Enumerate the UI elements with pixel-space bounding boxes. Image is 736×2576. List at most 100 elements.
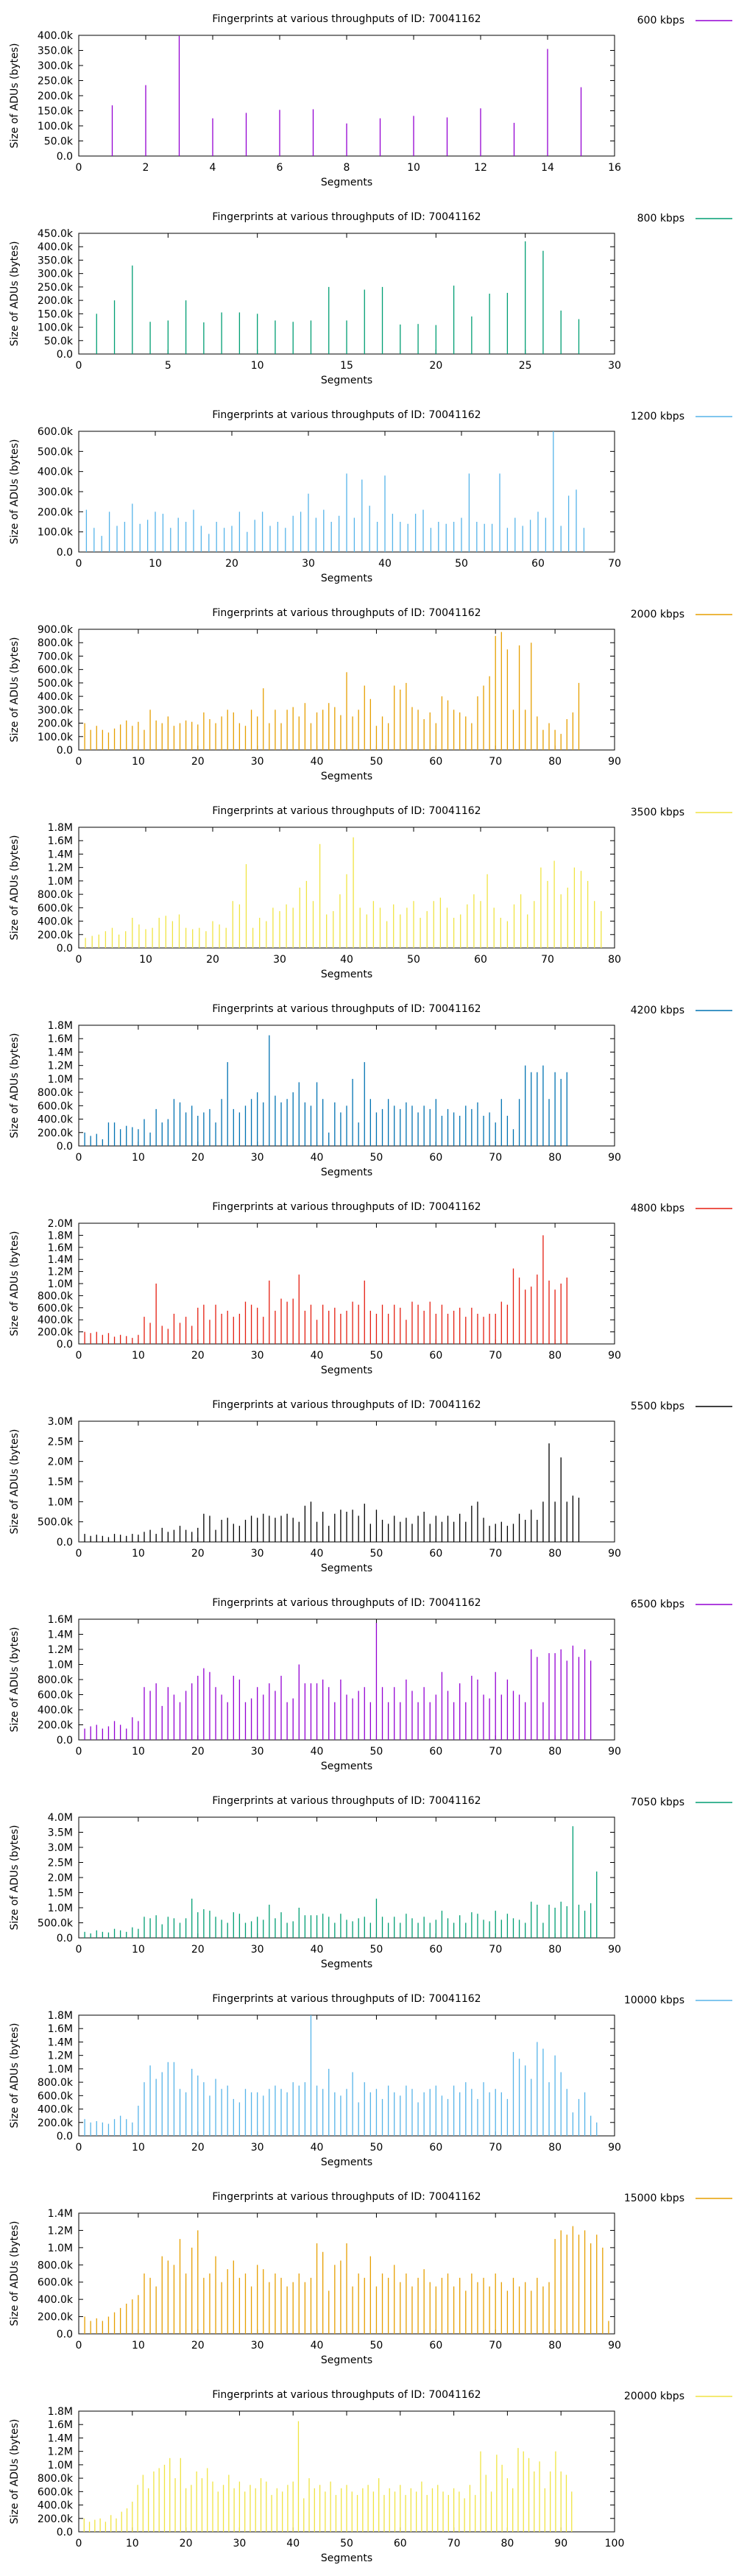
- x-tick-label: 90: [608, 756, 621, 768]
- y-tick-label: 400.0k: [38, 467, 74, 478]
- x-tick-label: 40: [311, 1152, 324, 1164]
- x-tick-label: 80: [548, 756, 562, 768]
- x-tick-label: 10: [251, 360, 264, 372]
- x-tick-label: 10: [132, 2142, 145, 2154]
- plot-frame: [78, 1816, 615, 1939]
- y-tick-label: 100.0k: [38, 322, 74, 334]
- y-tick-label: 200.0k: [38, 930, 74, 941]
- y-tick-label: 800.0k: [38, 2260, 74, 2271]
- y-tick-label: 600.0k: [38, 426, 74, 438]
- x-tick-label: 20: [191, 756, 205, 768]
- y-axis-label: Size of ADUs (bytes): [9, 2023, 21, 2129]
- y-tick-label: 400.0k: [38, 241, 74, 253]
- chart-title: Fingerprints at various throughputs of I…: [212, 13, 481, 25]
- x-tick-label: 60: [429, 2142, 442, 2154]
- y-tick-label: 0.0: [57, 1537, 73, 1549]
- y-tick-label: 200.0k: [38, 718, 74, 730]
- chart-title: Fingerprints at various throughputs of I…: [212, 1399, 481, 1411]
- y-tick-label: 600.0k: [38, 1100, 74, 1112]
- y-tick-label: 700.0k: [38, 651, 74, 662]
- y-tick-label: 500.0k: [38, 678, 74, 690]
- x-tick-label: 80: [548, 2142, 562, 2154]
- chart-title: Fingerprints at various throughputs of I…: [212, 2191, 481, 2203]
- x-tick-label: 50: [370, 756, 383, 768]
- y-tick-label: 200.0k: [38, 506, 74, 518]
- x-tick-label: 10: [139, 954, 152, 966]
- x-tick-label: 30: [251, 1944, 264, 1956]
- x-axis-label: Segments: [321, 969, 372, 980]
- y-tick-label: 900.0k: [38, 624, 74, 636]
- x-tick-label: 90: [608, 1548, 621, 1560]
- y-tick-label: 1.0M: [48, 1278, 73, 1290]
- x-tick-label: 60: [429, 2340, 442, 2352]
- x-tick-label: 70: [489, 1152, 502, 1164]
- y-tick-label: 2.0M: [48, 1872, 73, 1884]
- y-tick-label: 0.0: [57, 1141, 73, 1153]
- legend-label: 4800 kbps: [631, 1203, 684, 1214]
- y-tick-label: 200.0k: [38, 2312, 74, 2324]
- x-tick-label: 60: [429, 1944, 442, 1956]
- legend-label: 20000 kbps: [624, 2391, 684, 2402]
- x-tick-label: 10: [149, 558, 162, 570]
- y-axis-label: Size of ADUs (bytes): [9, 1429, 21, 1535]
- x-tick-label: 10: [132, 1746, 145, 1758]
- chart-title: Fingerprints at various throughputs of I…: [212, 211, 481, 223]
- y-axis-label: Size of ADUs (bytes): [9, 1033, 21, 1139]
- x-tick-label: 0: [76, 558, 82, 570]
- y-tick-label: 500.0k: [38, 1918, 74, 1930]
- x-tick-label: 40: [378, 558, 392, 570]
- x-tick-label: 70: [541, 954, 554, 966]
- chart-6: Fingerprints at various throughputs of I…: [9, 1201, 732, 1376]
- chart-12: Fingerprints at various throughputs of I…: [9, 2389, 732, 2564]
- y-axis-label: Size of ADUs (bytes): [9, 241, 21, 347]
- x-tick-label: 80: [548, 1350, 562, 1362]
- x-axis-label: Segments: [321, 1563, 372, 1574]
- y-tick-label: 250.0k: [38, 76, 74, 88]
- y-tick-label: 2.5M: [48, 1436, 73, 1448]
- x-tick-label: 80: [548, 1152, 562, 1164]
- x-tick-label: 90: [608, 1350, 621, 1362]
- y-tick-label: 1.0M: [48, 2243, 73, 2254]
- x-tick-label: 40: [311, 1746, 324, 1758]
- y-axis-label: Size of ADUs (bytes): [9, 43, 21, 149]
- y-tick-label: 1.6M: [48, 1033, 73, 1045]
- x-tick-label: 10: [132, 1944, 145, 1956]
- y-axis-label: Size of ADUs (bytes): [9, 1627, 21, 1733]
- x-tick-label: 50: [407, 954, 420, 966]
- y-tick-label: 600.0k: [38, 1303, 74, 1314]
- y-axis-label: Size of ADUs (bytes): [9, 1825, 21, 1931]
- x-tick-label: 0: [76, 1152, 82, 1164]
- y-tick-label: 100.0k: [38, 732, 74, 743]
- x-tick-label: 10: [132, 756, 145, 768]
- y-tick-label: 0.0: [57, 1735, 73, 1747]
- y-tick-label: 1.0M: [48, 1903, 73, 1914]
- x-tick-label: 40: [311, 1944, 324, 1956]
- x-tick-label: 60: [429, 1350, 442, 1362]
- x-tick-label: 90: [608, 1746, 621, 1758]
- y-tick-label: 1.5M: [48, 1476, 73, 1488]
- x-tick-label: 10: [132, 1548, 145, 1560]
- y-tick-label: 1.0M: [48, 1660, 73, 1671]
- y-tick-label: 0.0: [57, 2131, 73, 2142]
- y-tick-label: 600.0k: [38, 2277, 74, 2289]
- x-tick-label: 0: [76, 1548, 82, 1560]
- y-tick-label: 1.2M: [48, 1644, 73, 1656]
- x-axis-label: Segments: [321, 1958, 372, 1970]
- y-tick-label: 1.0M: [48, 2460, 73, 2471]
- y-tick-label: 1.4M: [48, 2432, 73, 2444]
- x-tick-label: 60: [429, 1746, 442, 1758]
- y-tick-label: 1.0M: [48, 1074, 73, 1086]
- y-tick-label: 1.0M: [48, 2064, 73, 2076]
- x-tick-label: 70: [489, 1350, 502, 1362]
- x-tick-label: 80: [548, 2340, 562, 2352]
- chart-8: Fingerprints at various throughputs of I…: [9, 1597, 732, 1772]
- x-tick-label: 60: [429, 1152, 442, 1164]
- x-tick-label: 60: [531, 558, 545, 570]
- x-tick-label: 50: [340, 2538, 353, 2550]
- x-tick-label: 50: [455, 558, 468, 570]
- x-tick-label: 10: [132, 2340, 145, 2352]
- y-tick-label: 300.0k: [38, 704, 74, 716]
- legend-label: 4200 kbps: [631, 1005, 684, 1016]
- x-tick-label: 6: [277, 162, 283, 174]
- y-tick-label: 0.0: [57, 2527, 73, 2538]
